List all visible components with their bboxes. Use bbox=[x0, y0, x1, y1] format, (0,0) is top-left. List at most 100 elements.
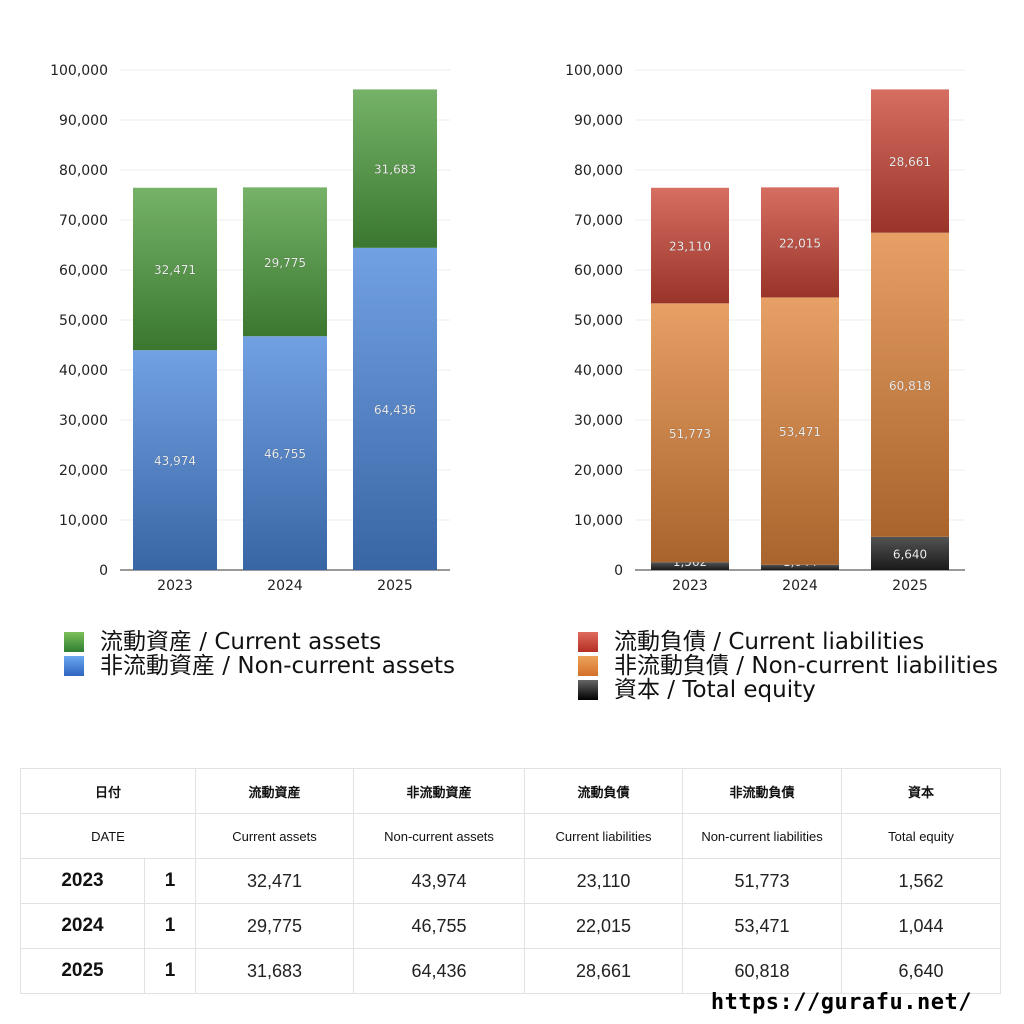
bar-non-current-liabilities-2023 bbox=[651, 303, 729, 563]
bar-non-current-liabilities-2024 bbox=[761, 297, 839, 565]
y-tick-label: 0 bbox=[614, 563, 623, 579]
y-tick-label: 20,000 bbox=[574, 463, 623, 479]
table-cell-year: 2024 bbox=[20, 903, 145, 949]
y-tick-label: 30,000 bbox=[574, 413, 623, 429]
y-tick-label: 60,000 bbox=[59, 263, 108, 279]
table-cell-non-current-liabilities: 51,773 bbox=[682, 858, 843, 904]
y-tick-label: 100,000 bbox=[565, 63, 623, 79]
bar-non-current-assets-2023 bbox=[133, 350, 217, 570]
legend-swatch-non-current-assets bbox=[64, 656, 84, 676]
table-header-row-en: DATE Current assets Non-current assets C… bbox=[19, 813, 1002, 859]
liabilities-equity-stacked-bar-chart: 0 10,000 20,000 30,000 40,000 50,000 60,000 70,… bbox=[565, 63, 965, 594]
data-label-current-assets-2024: 29,775 bbox=[264, 256, 306, 270]
table-header-non-current-assets-en: Non-current assets bbox=[353, 813, 526, 859]
bar-current-liabilities-2025 bbox=[871, 89, 949, 233]
bar-current-assets-2024 bbox=[243, 187, 327, 337]
y-tick-label: 70,000 bbox=[59, 213, 108, 229]
x-tick-label: 2024 bbox=[782, 578, 818, 594]
site-url: https://gurafu.net/ bbox=[710, 990, 972, 1015]
data-label-total-equity-2025: 6,640 bbox=[893, 547, 927, 561]
data-label-non-current-liabilities-2025: 60,818 bbox=[889, 379, 931, 393]
data-label-non-current-assets-2024: 46,755 bbox=[264, 447, 306, 461]
bar-non-current-assets-2024 bbox=[243, 336, 327, 570]
y-tick-label: 60,000 bbox=[574, 263, 623, 279]
table-header-current-assets-en: Current assets bbox=[195, 813, 355, 859]
y-tick-label: 10,000 bbox=[59, 513, 108, 529]
table-cell-year: 2023 bbox=[20, 858, 145, 904]
balance-sheet-table: 日付 流動資産 非流動資産 流動負債 非流動負債 資本 DATE Current… bbox=[19, 768, 1002, 994]
legend-swatch-current-assets bbox=[64, 632, 84, 652]
legend-label-non-current-liabilities: 非流動負債 / Non-current liabilities bbox=[614, 653, 998, 679]
table-header-current-assets-ja: 流動資産 bbox=[195, 768, 355, 814]
table-cell-current-liabilities: 22,015 bbox=[524, 903, 684, 949]
table-header-date-en: DATE bbox=[19, 813, 197, 859]
table-row: 2025 1 31,683 64,436 28,661 60,818 6,640 bbox=[20, 948, 1002, 994]
bar-non-current-assets-2025 bbox=[353, 247, 437, 570]
data-label-non-current-liabilities-2023: 51,773 bbox=[669, 427, 711, 441]
x-tick-label: 2023 bbox=[157, 578, 193, 594]
legend-swatch-total-equity bbox=[578, 680, 598, 700]
table-header-current-liabilities-en: Current liabilities bbox=[524, 813, 684, 859]
legend-item-total-equity: 資本 / Total equity bbox=[578, 678, 998, 702]
data-label-current-assets-2025: 31,683 bbox=[374, 163, 416, 177]
bar-current-liabilities-2024 bbox=[761, 187, 839, 298]
bar-current-liabilities-2023 bbox=[651, 187, 729, 304]
legend-assets: 流動資産 / Current assets 非流動資産 / Non-curren… bbox=[64, 630, 455, 678]
y-tick-label: 90,000 bbox=[574, 113, 623, 129]
y-tick-label: 40,000 bbox=[59, 363, 108, 379]
y-tick-label: 80,000 bbox=[574, 163, 623, 179]
table-cell-non-current-assets: 43,974 bbox=[353, 858, 526, 904]
x-tick-label: 2023 bbox=[672, 578, 708, 594]
y-tick-label: 90,000 bbox=[59, 113, 108, 129]
x-tick-label: 2025 bbox=[892, 578, 928, 594]
table-cell-month: 1 bbox=[143, 903, 197, 949]
table-cell-non-current-assets: 46,755 bbox=[353, 903, 526, 949]
y-tick-label: 30,000 bbox=[59, 413, 108, 429]
bar-total-equity-2025 bbox=[871, 536, 949, 570]
table-header-non-current-liabilities-ja: 非流動負債 bbox=[682, 768, 843, 814]
assets-stacked-bar-chart: 0 10,000 20,000 30,000 40,000 50,000 60,000 70,… bbox=[50, 63, 450, 594]
table-header-total-equity-ja: 資本 bbox=[841, 768, 1002, 814]
y-tick-label: 40,000 bbox=[574, 363, 623, 379]
table-cell-total-equity: 6,640 bbox=[841, 948, 1002, 994]
y-tick-label: 20,000 bbox=[59, 463, 108, 479]
y-tick-label: 0 bbox=[99, 563, 108, 579]
bar-current-assets-2023 bbox=[133, 187, 217, 351]
legend-swatch-current-liabilities bbox=[578, 632, 598, 652]
table-row: 2024 1 29,775 46,755 22,015 53,471 1,044 bbox=[20, 903, 1002, 949]
data-label-current-liabilities-2025: 28,661 bbox=[889, 155, 931, 169]
table-header-total-equity-en: Total equity bbox=[841, 813, 1002, 859]
legend-liabilities: 流動負債 / Current liabilities 非流動負債 / Non-c… bbox=[578, 630, 998, 702]
table-cell-total-equity: 1,044 bbox=[841, 903, 1002, 949]
legend-swatch-non-current-liabilities bbox=[578, 656, 598, 676]
legend-label-current-liabilities: 流動負債 / Current liabilities bbox=[614, 629, 925, 655]
table-cell-non-current-assets: 64,436 bbox=[353, 948, 526, 994]
table-cell-current-liabilities: 28,661 bbox=[524, 948, 684, 994]
y-tick-label: 50,000 bbox=[574, 313, 623, 329]
table-cell-non-current-liabilities: 60,818 bbox=[682, 948, 843, 994]
table-header-current-liabilities-ja: 流動負債 bbox=[524, 768, 684, 814]
table-header-date-ja: 日付 bbox=[19, 768, 197, 814]
table-cell-current-liabilities: 23,110 bbox=[524, 858, 684, 904]
table-header-non-current-assets-ja: 非流動資産 bbox=[353, 768, 526, 814]
bar-total-equity-2023 bbox=[651, 562, 729, 570]
legend-label-total-equity: 資本 / Total equity bbox=[614, 677, 816, 703]
x-tick-label: 2024 bbox=[267, 578, 303, 594]
table-cell-month: 1 bbox=[143, 948, 197, 994]
data-label-current-liabilities-2023: 23,110 bbox=[669, 240, 711, 254]
table-row: 2023 1 32,471 43,974 23,110 51,773 1,562 bbox=[20, 858, 1002, 904]
table-header-row-ja: 日付 流動資産 非流動資産 流動負債 非流動負債 資本 bbox=[19, 768, 1002, 814]
data-label-non-current-liabilities-2024: 53,471 bbox=[779, 425, 821, 439]
y-tick-label: 50,000 bbox=[59, 313, 108, 329]
bar-total-equity-2024 bbox=[761, 564, 839, 570]
legend-item-current-assets: 流動資産 / Current assets bbox=[64, 630, 455, 654]
legend-item-non-current-assets: 非流動資産 / Non-current assets bbox=[64, 654, 455, 678]
y-tick-label: 100,000 bbox=[50, 63, 108, 79]
bar-current-assets-2025 bbox=[353, 89, 437, 248]
bar-non-current-liabilities-2025 bbox=[871, 232, 949, 537]
data-label-current-assets-2023: 32,471 bbox=[154, 263, 196, 277]
table-cell-total-equity: 1,562 bbox=[841, 858, 1002, 904]
legend-label-current-assets: 流動資産 / Current assets bbox=[100, 629, 382, 655]
table-cell-non-current-liabilities: 53,471 bbox=[682, 903, 843, 949]
x-tick-label: 2025 bbox=[377, 578, 413, 594]
